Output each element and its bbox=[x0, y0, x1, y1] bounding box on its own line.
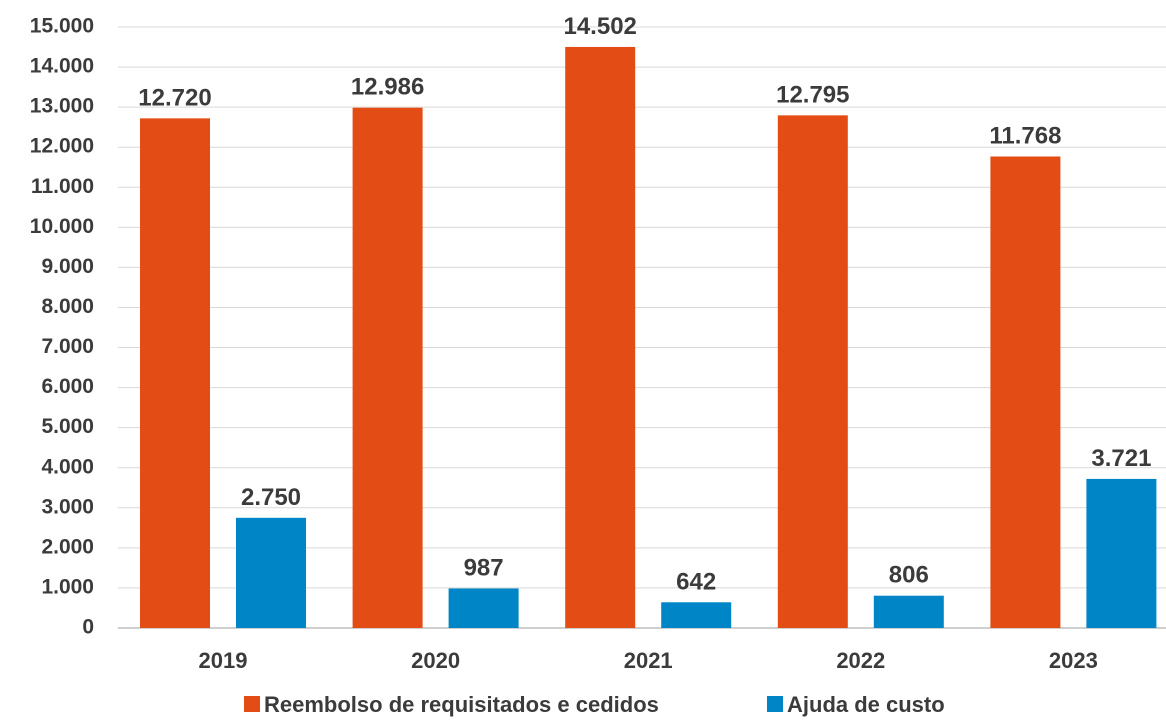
legend-item-ajuda-de-custo-label: Ajuda de custo bbox=[787, 692, 945, 717]
y-tick-label: 0 bbox=[82, 616, 94, 639]
y-tick-label: 12.000 bbox=[30, 135, 94, 158]
bar-reembolso bbox=[777, 115, 848, 629]
y-tick-label: 4.000 bbox=[41, 455, 94, 478]
bar-ajuda-de-custo bbox=[448, 588, 519, 628]
y-tick-label: 5.000 bbox=[41, 415, 94, 438]
x-category-label: 2022 bbox=[836, 648, 885, 673]
data-label: 12.986 bbox=[351, 74, 424, 101]
data-label: 3.721 bbox=[1091, 445, 1151, 472]
y-tick-label: 3.000 bbox=[41, 495, 94, 518]
y-tick-label: 13.000 bbox=[30, 95, 94, 118]
data-labels: 12.720 2.750 12.986 987 14.502 642 12.795 806 11… bbox=[138, 13, 1151, 595]
y-tick-label: 10.000 bbox=[30, 215, 94, 238]
data-label: 642 bbox=[676, 568, 716, 595]
data-label: 2.750 bbox=[241, 484, 301, 511]
x-category-label: 2020 bbox=[411, 648, 460, 673]
x-category-label: 2019 bbox=[199, 648, 248, 673]
y-tick-label: 2.000 bbox=[41, 535, 94, 558]
legend-item-reembolso-swatch bbox=[244, 696, 260, 712]
y-tick-label: 7.000 bbox=[41, 335, 94, 358]
x-category-label: 2021 bbox=[624, 648, 673, 673]
y-axis-tick-labels: 0 1.000 2.000 3.000 4.000 5.000 6.000 7.000 8.00… bbox=[30, 15, 94, 639]
data-label: 12.720 bbox=[138, 84, 211, 111]
y-tick-label: 8.000 bbox=[41, 295, 94, 318]
legend-item-reembolso-label: Reembolso de requisitados e cedidos bbox=[264, 692, 659, 717]
y-tick-label: 6.000 bbox=[41, 375, 94, 398]
y-tick-label: 1.000 bbox=[41, 575, 94, 598]
data-label: 11.768 bbox=[989, 122, 1061, 149]
gridlines bbox=[118, 26, 1166, 629]
legend: Reembolso de requisitados e cedidos Ajuda… bbox=[244, 692, 945, 717]
x-axis-category-labels: 2019 2020 2021 2022 2023 bbox=[199, 648, 1098, 673]
bar-reembolso bbox=[565, 46, 636, 629]
bar-ajuda-de-custo bbox=[661, 602, 732, 628]
bar-reembolso bbox=[140, 118, 210, 629]
y-tick-label: 14.000 bbox=[30, 55, 94, 78]
bar-reembolso bbox=[352, 107, 423, 628]
data-label: 806 bbox=[889, 562, 929, 589]
bars bbox=[140, 46, 1157, 629]
bar-ajuda-de-custo bbox=[236, 517, 306, 628]
data-label: 14.502 bbox=[563, 13, 636, 40]
y-tick-label: 15.000 bbox=[30, 15, 94, 38]
legend-item-ajuda-de-custo-swatch bbox=[767, 696, 783, 712]
bar-reembolso bbox=[990, 156, 1061, 628]
x-category-label: 2023 bbox=[1049, 648, 1098, 673]
bar-ajuda-de-custo bbox=[873, 595, 944, 628]
y-tick-label: 9.000 bbox=[41, 255, 94, 278]
data-label: 12.795 bbox=[776, 81, 849, 108]
y-tick-label: 11.000 bbox=[31, 175, 94, 198]
bar-ajuda-de-custo bbox=[1086, 478, 1157, 628]
data-label: 987 bbox=[464, 554, 504, 581]
